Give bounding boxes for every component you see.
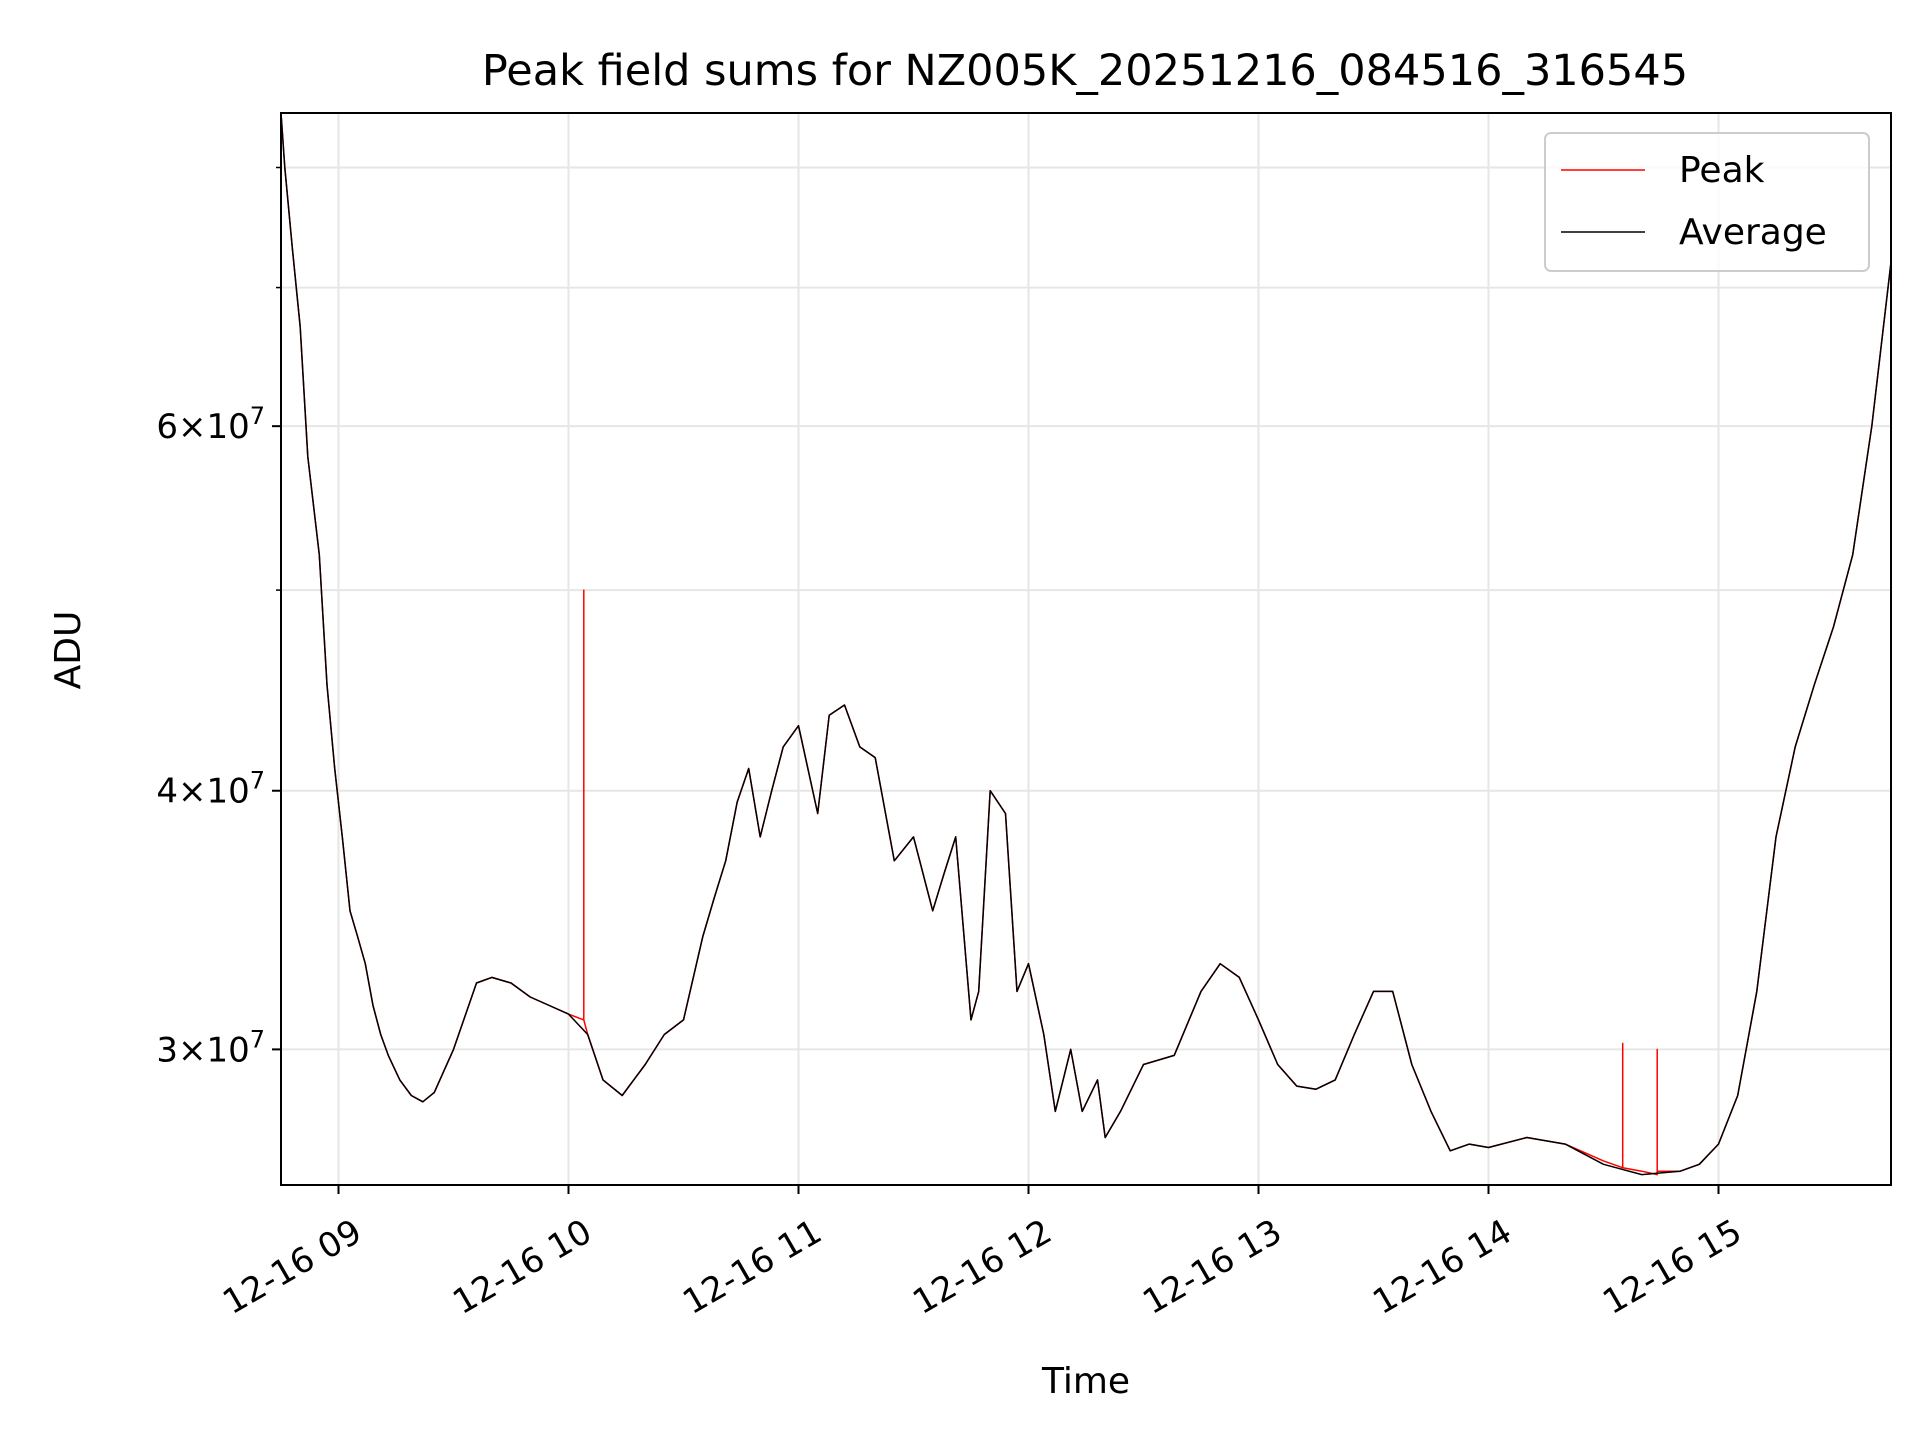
y-axis-label: ADU <box>48 611 89 690</box>
y-tick-label: 4×107 <box>156 767 265 812</box>
legend-label-peak: Peak <box>1679 150 1765 191</box>
y-tick-label: 3×107 <box>156 1025 265 1070</box>
y-tick-label: 6×107 <box>156 402 265 447</box>
x-axis-label: Time <box>1041 1361 1130 1402</box>
legend: Peak Average <box>1544 132 1870 272</box>
y-axis: 3×107 4×107 6×107 <box>156 166 281 1070</box>
grid <box>281 113 1891 1185</box>
legend-label-average: Average <box>1679 212 1827 253</box>
series-lines <box>280 112 1892 1176</box>
legend-box <box>1544 132 1870 272</box>
plot-frame <box>280 112 1892 1186</box>
series-line-average <box>280 112 1892 1176</box>
chart-title: Peak field sums for NZ005K_20251216_0845… <box>482 46 1688 96</box>
